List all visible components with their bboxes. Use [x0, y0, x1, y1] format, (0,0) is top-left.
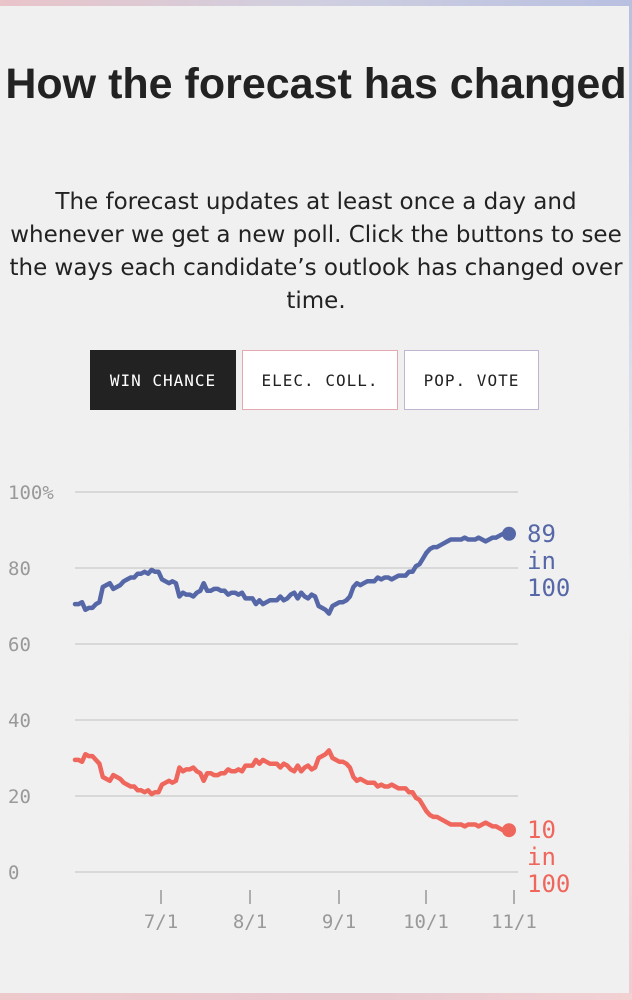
y-tick-label: 80 — [8, 558, 31, 580]
x-tick-label: 11/1 — [491, 911, 537, 933]
series-end-dot — [502, 526, 516, 541]
x-tick-label: 8/1 — [233, 911, 267, 933]
win-chance-button[interactable]: WIN CHANCE — [90, 350, 236, 410]
right-border — [629, 0, 632, 1000]
y-tick-label: 40 — [8, 710, 31, 732]
y-tick-label: 20 — [8, 786, 31, 808]
series-end-dot — [502, 823, 516, 838]
y-tick-label: 0 — [8, 862, 19, 884]
series-end-label: in — [527, 547, 556, 575]
electoral-college-button[interactable]: ELEC. COLL. — [242, 350, 398, 410]
x-tick-label: 7/1 — [144, 911, 178, 933]
x-tick-label: 9/1 — [322, 911, 356, 933]
bottom-border — [0, 993, 632, 1000]
y-tick-label: 100% — [8, 482, 54, 504]
page-subtitle: The forecast updates at least once a day… — [9, 189, 623, 314]
series-line — [72, 748, 506, 833]
top-border — [0, 0, 632, 6]
series-end-label: in — [527, 843, 556, 871]
popular-vote-button[interactable]: POP. VOTE — [404, 350, 539, 410]
y-tick-label: 60 — [8, 634, 31, 656]
series-end-label: 10 — [527, 816, 556, 844]
series-end-label: 100 — [527, 574, 570, 602]
x-tick-label: 10/1 — [403, 911, 449, 933]
series-line — [72, 531, 506, 616]
series-end-label: 100 — [527, 870, 570, 898]
series-end-label: 89 — [527, 520, 556, 548]
page-title: How the forecast has changed — [5, 60, 627, 108]
